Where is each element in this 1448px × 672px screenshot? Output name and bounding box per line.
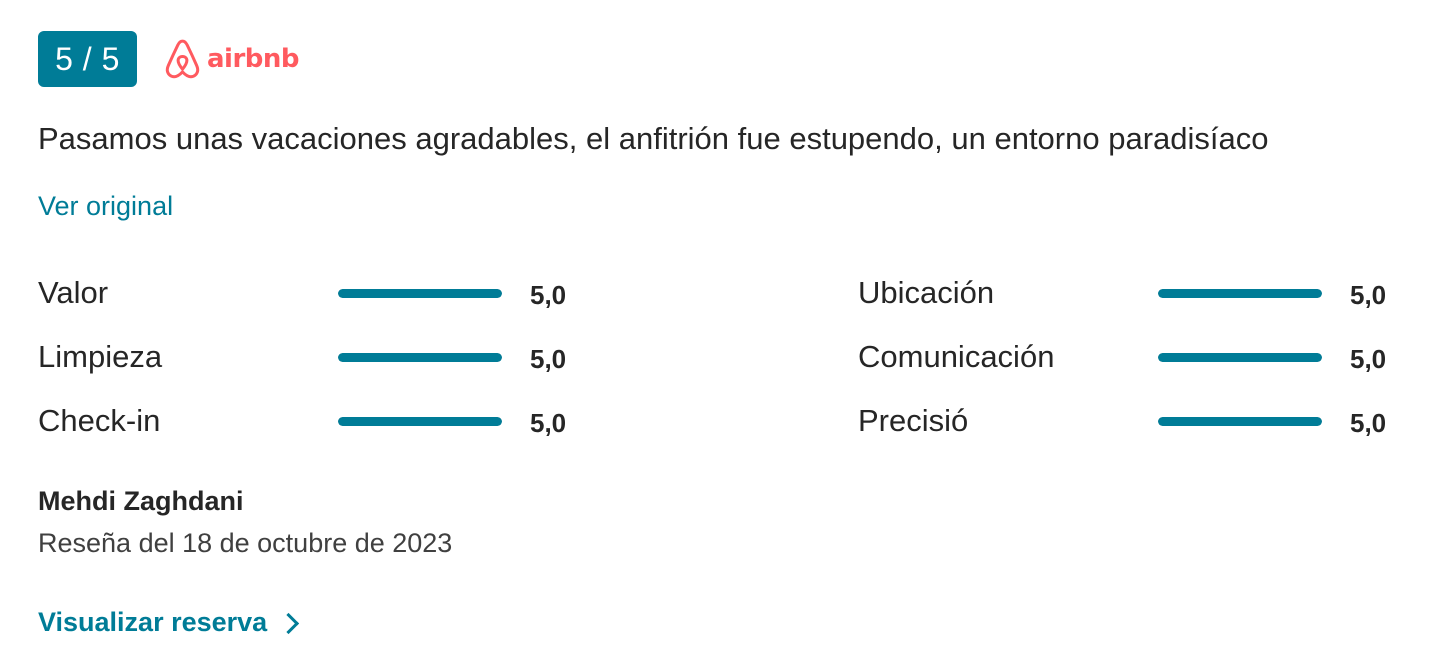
chevron-right-icon (278, 612, 300, 635)
ratings-column-right: Ubicación 5,0 Comunicación 5,0 Precisió 5,0 (858, 273, 1398, 465)
rating-bar (338, 289, 502, 298)
rating-bar (1158, 417, 1322, 426)
rating-bar-fill (338, 353, 502, 362)
rating-row: Ubicación 5,0 (858, 273, 1398, 337)
rating-value: 5,0 (530, 280, 567, 310)
rating-label: Precisió (858, 403, 969, 438)
rating-row: Limpieza 5,0 (38, 337, 578, 401)
reviewer-name: Mehdi Zaghdani (38, 486, 244, 516)
score-badge: 5 / 5 (38, 31, 137, 87)
rating-value: 5,0 (1350, 408, 1387, 438)
rating-label: Limpieza (38, 339, 163, 374)
rating-bar-fill (338, 289, 502, 298)
review-date: Reseña del 18 de octubre de 2023 (38, 528, 453, 558)
rating-label: Comunicación (858, 339, 1055, 374)
rating-row: Valor 5,0 (38, 273, 578, 337)
rating-value: 5,0 (1350, 344, 1387, 374)
rating-bar (338, 353, 502, 362)
airbnb-wordmark: airbnb (207, 44, 300, 74)
rating-bar (338, 417, 502, 426)
see-original-link[interactable]: Ver original (38, 191, 174, 221)
rating-label: Ubicación (858, 275, 995, 310)
airbnb-logo-icon (164, 39, 201, 79)
rating-row: Precisió 5,0 (858, 401, 1398, 465)
source-logo: airbnb (164, 39, 300, 79)
rating-value: 5,0 (530, 408, 567, 438)
rating-bar (1158, 289, 1322, 298)
review-header: 5 / 5 airbnb (38, 31, 1418, 87)
rating-value: 5,0 (1350, 280, 1387, 310)
rating-bar-fill (1158, 417, 1322, 426)
rating-bar (1158, 353, 1322, 362)
rating-value: 5,0 (530, 344, 567, 374)
rating-bar-fill (1158, 353, 1322, 362)
review-text: Pasamos unas vacaciones agradables, el a… (38, 121, 1269, 156)
review-card: 5 / 5 airbnb Pasamos unas vacaciones agr… (38, 31, 1418, 637)
ratings-column-left: Valor 5,0 Limpieza 5,0 Check-in 5,0 (38, 273, 578, 465)
rating-bar-fill (338, 417, 502, 426)
view-booking-label: Visualizar reserva (38, 607, 268, 637)
rating-row: Comunicación 5,0 (858, 337, 1398, 401)
rating-row: Check-in 5,0 (38, 401, 578, 465)
rating-label: Valor (38, 275, 109, 310)
rating-bar-fill (1158, 289, 1322, 298)
view-booking-link[interactable]: Visualizar reserva (38, 607, 300, 638)
rating-label: Check-in (38, 403, 161, 438)
